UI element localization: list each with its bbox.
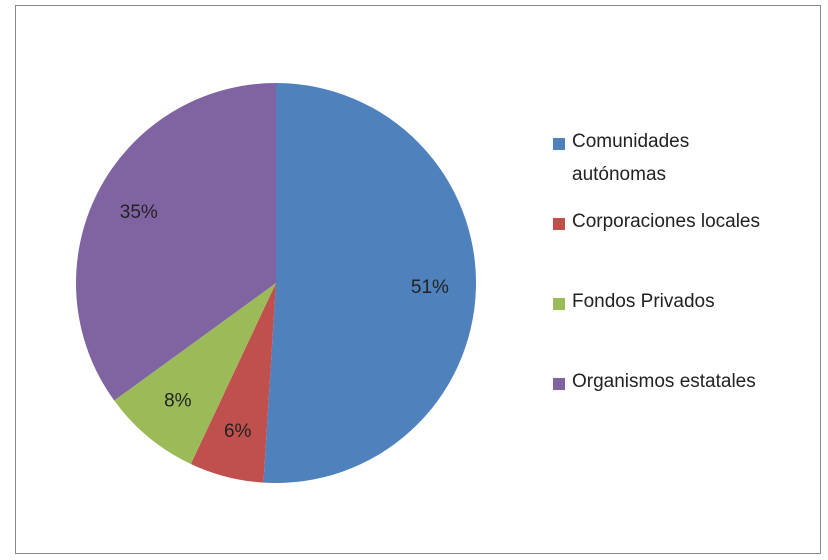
legend-swatch xyxy=(553,218,565,230)
data-label: 35% xyxy=(120,202,158,223)
legend-label: Organismos estatales xyxy=(572,371,756,392)
data-label: 51% xyxy=(411,277,449,298)
legend-item: Fondos Privados xyxy=(553,291,760,372)
pie-slice xyxy=(263,83,477,483)
pie-slice xyxy=(76,82,276,401)
legend: Comunidades autónomas Corporaciones local… xyxy=(553,131,760,452)
legend-label: Fondos Privados xyxy=(572,291,715,312)
pie-slice xyxy=(114,283,277,464)
legend-label: Corporaciones locales xyxy=(572,211,760,232)
chart-frame xyxy=(15,5,821,554)
legend-label: Comunidades autónomas xyxy=(572,131,690,185)
legend-swatch xyxy=(553,298,565,310)
legend-item: Organismos estatales xyxy=(553,371,760,452)
legend-swatch xyxy=(553,378,565,390)
pie-slice xyxy=(190,283,276,483)
legend-item: Comunidades autónomas xyxy=(553,131,760,212)
legend-swatch xyxy=(553,138,565,150)
legend-item: Corporaciones locales xyxy=(553,211,760,292)
data-label: 6% xyxy=(224,421,252,442)
data-label: 8% xyxy=(164,391,192,412)
